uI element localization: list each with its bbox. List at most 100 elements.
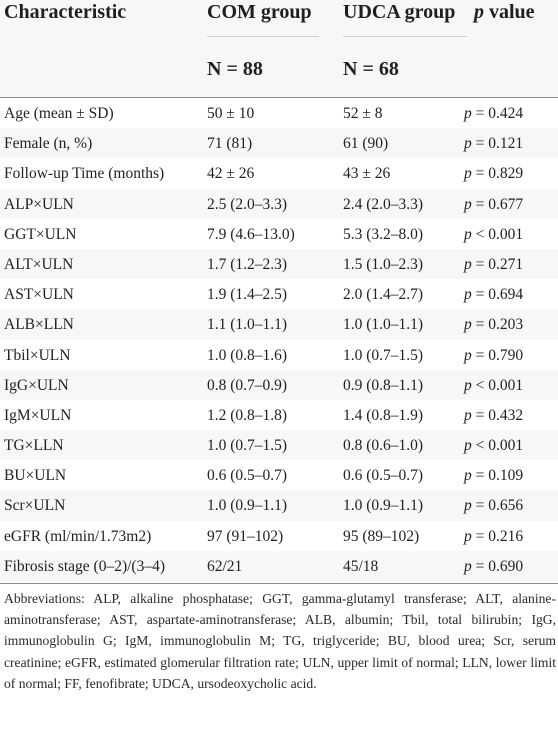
header-bottom-rule [0,97,558,98]
p-value: p = 0.790 [464,347,523,365]
table-row: AST×ULN 1.9 (1.4–2.5) 2.0 (1.4–2.7) p = 0.6… [0,279,558,309]
p-symbol: p [464,467,472,485]
p-value: p = 0.694 [464,286,523,304]
table-body: Age (mean ± SD) 50 ± 10 52 ± 8 p = 0.424 Fem… [0,98,558,581]
udca-value: 1.4 (0.8–1.9) [343,406,424,424]
p-symbol: p [464,557,472,575]
p-symbol: p [464,165,472,183]
p-value: p < 0.001 [464,437,523,455]
row-label: ALP×ULN [4,195,74,213]
com-value: 97 (91–102) [207,527,284,545]
p-value-number: = 0.829 [471,165,524,183]
com-value: 1.9 (1.4–2.5) [207,286,288,304]
p-value-number: = 0.694 [471,286,524,304]
p-symbol: p [464,346,472,364]
table-row: ALB×LLN 1.1 (1.0–1.1) 1.0 (1.0–1.1) p = 0.2… [0,309,558,340]
row-label: IgG×ULN [4,376,69,394]
udca-value: 1.5 (1.0–2.3) [343,255,424,273]
row-label: Scr×ULN [4,497,66,515]
udca-value: 0.6 (0.5–0.7) [343,467,424,485]
com-value: 42 ± 26 [207,165,255,183]
p-value: p = 0.271 [464,256,523,274]
row-label: AST×ULN [4,286,74,304]
row-label: IgM×ULN [4,406,72,424]
table-row: ALT×ULN 1.7 (1.2–2.3) 1.5 (1.0–2.3) p = 0.2… [0,248,558,280]
p-value-number: = 0.203 [471,316,524,334]
table-row: eGFR (ml/min/1.73m2) 97 (91–102) 95 (89–10… [0,521,558,551]
udca-value: 2.0 (1.4–2.7) [343,286,424,304]
p-symbol: p [464,286,472,304]
table-row: Female (n, %) 71 (81) 61 (90) p = 0.121 [0,128,558,159]
p-value-number: = 0.656 [471,497,524,515]
table-bottom-rule [0,583,558,584]
p-value-number: = 0.216 [471,527,524,545]
com-value: 1.7 (1.2–2.3) [207,255,288,273]
com-value: 1.0 (0.8–1.6) [207,346,288,364]
udca-value: 1.0 (1.0–1.1) [343,316,424,334]
udca-value: 52 ± 8 [343,105,383,122]
udca-sample-size: N = 68 [343,58,399,80]
row-label: BU×ULN [4,467,67,485]
row-label: Follow-up Time (months) [4,165,165,183]
com-value: 0.6 (0.5–0.7) [207,467,288,485]
udca-value: 5.3 (3.2–8.0) [343,225,424,243]
p-value-word: value [484,1,535,23]
p-symbol: p [464,195,472,213]
com-value: 1.0 (0.7–1.5) [207,437,288,455]
p-symbol: p [464,105,472,122]
p-symbol: p [464,225,472,243]
header-divider-udca [343,36,467,37]
com-value: 71 (81) [207,135,253,153]
p-symbol: p [464,135,472,153]
com-value: 7.9 (4.6–13.0) [207,225,295,243]
p-symbol: p [464,316,472,334]
udca-value: 95 (89–102) [343,527,420,545]
p-value-number: = 0.121 [471,135,524,153]
p-symbol: p [464,497,472,515]
com-value: 62/21 [207,557,243,575]
p-symbol: p [464,255,472,273]
p-value-number: = 0.432 [471,406,524,424]
row-label: Female (n, %) [4,135,93,153]
table-header [0,0,558,97]
column-header-p-value: p value [474,1,535,24]
p-symbol: p [464,406,472,424]
p-symbol: p [464,376,472,394]
table-row: GGT×ULN 7.9 (4.6–13.0) 5.3 (3.2–8.0) p < 0.… [0,219,558,249]
row-label: Fibrosis stage (0–2)/(3–4) [4,557,166,575]
row-label: GGT×ULN [4,225,77,243]
row-label: Tbil×ULN [4,346,71,364]
udca-value: 1.0 (0.9–1.1) [343,497,424,515]
p-value: p = 0.109 [464,467,523,485]
udca-value: 45/18 [343,557,379,575]
p-value-number: = 0.424 [471,105,524,122]
p-value: p = 0.829 [464,165,523,183]
column-header-com-group: COM group [207,1,312,23]
p-value: p = 0.424 [464,105,523,123]
p-value: p = 0.203 [464,316,523,334]
com-sample-size: N = 88 [207,58,263,80]
column-header-characteristic: Characteristic [4,1,127,23]
p-value-number: < 0.001 [471,437,524,455]
table-row: Scr×ULN 1.0 (0.9–1.1) 1.0 (0.9–1.1) p = 0.6… [0,490,558,521]
com-value: 0.8 (0.7–0.9) [207,376,288,394]
column-header-udca-group: UDCA group [343,1,456,23]
udca-value: 43 ± 26 [343,165,391,183]
row-label: eGFR (ml/min/1.73m2) [4,527,152,545]
table-row: IgM×ULN 1.2 (0.8–1.8) 1.4 (0.8–1.9) p = 0.4… [0,400,558,430]
udca-value: 0.9 (0.8–1.1) [343,376,424,394]
p-value: p = 0.121 [464,135,523,153]
row-label: TG×LLN [4,437,64,455]
p-symbol: p [464,527,472,545]
udca-value: 1.0 (0.7–1.5) [343,346,424,364]
p-value: p = 0.432 [464,407,523,425]
p-value-number: = 0.790 [471,346,524,364]
table-row: TG×LLN 1.0 (0.7–1.5) 0.8 (0.6–1.0) p < 0.00… [0,430,558,461]
p-value-number: < 0.001 [471,376,524,394]
table-row: Follow-up Time (months) 42 ± 26 43 ± 26 p =… [0,158,558,188]
p-value: p = 0.677 [464,196,523,214]
row-label: ALT×ULN [4,255,74,273]
p-symbol: p [464,437,472,455]
p-symbol: p [474,1,484,23]
